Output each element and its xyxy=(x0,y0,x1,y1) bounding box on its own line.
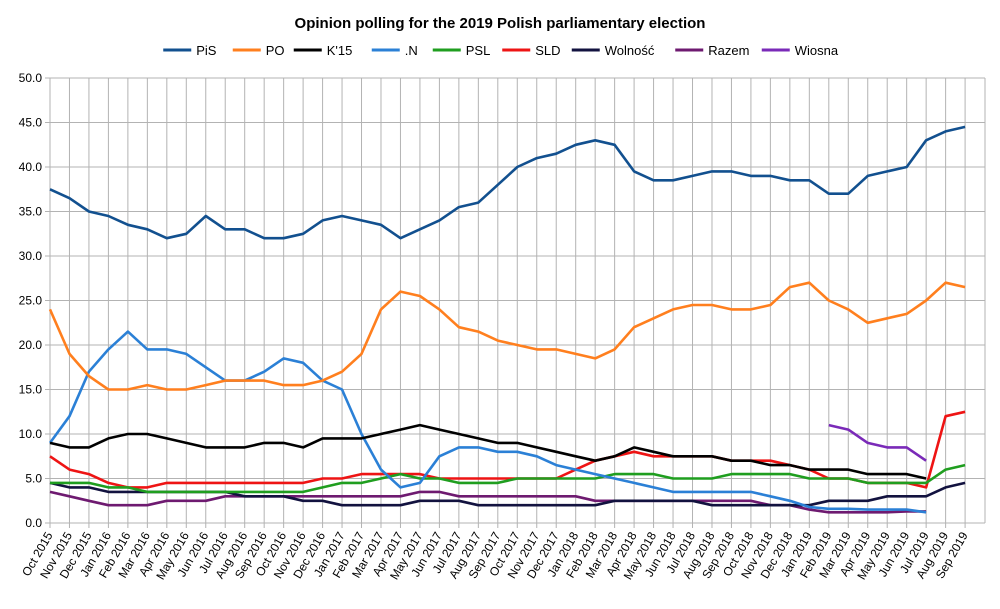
y-tick-label: 35.0 xyxy=(19,205,43,219)
chart-title: Opinion polling for the 2019 Polish parl… xyxy=(295,15,706,32)
legend-label: .N xyxy=(405,43,418,58)
legend-label: K'15 xyxy=(327,43,353,58)
series-lines xyxy=(48,125,966,514)
series-line-po xyxy=(48,281,966,391)
y-tick-label: 20.0 xyxy=(19,338,43,352)
y-tick-label: 5.0 xyxy=(25,472,42,486)
series-line-k15 xyxy=(49,423,927,480)
legend: PiS PO K'15 .N PSL SLD Wolność Razem Wiosna xyxy=(163,43,839,58)
y-tick-label: 50.0 xyxy=(19,71,43,85)
legend-label: Wolność xyxy=(605,43,655,58)
y-tick-label: 15.0 xyxy=(19,383,43,397)
y-tick-label: 40.0 xyxy=(19,160,43,174)
legend-label: SLD xyxy=(535,43,560,58)
y-tick-label: 0.0 xyxy=(25,516,42,530)
y-axis: 0.0 5.0 10.0 15.0 20.0 25.0 30.0 35.0 40.0 45.0 50… xyxy=(19,71,43,530)
grid xyxy=(45,77,986,528)
y-tick-label: 10.0 xyxy=(19,427,43,441)
series-line-n xyxy=(48,330,927,514)
y-tick-label: 25.0 xyxy=(19,294,43,308)
legend-label: PiS xyxy=(196,43,217,58)
y-tick-label: 45.0 xyxy=(19,116,43,130)
legend-label: PSL xyxy=(466,43,491,58)
legend-label: Wiosna xyxy=(795,43,839,58)
y-tick-label: 30.0 xyxy=(19,249,43,263)
legend-label: PO xyxy=(266,43,285,58)
series-line-wiosna xyxy=(828,423,927,462)
series-line-pis xyxy=(49,125,966,240)
series-line-psl xyxy=(50,463,966,494)
legend-label: Razem xyxy=(708,43,749,58)
series-line-sld xyxy=(49,410,966,489)
